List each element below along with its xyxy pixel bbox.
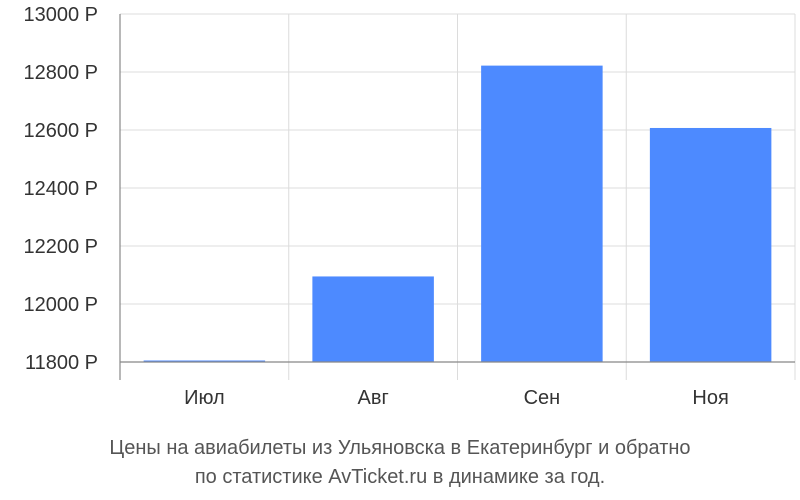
y-tick-label: 13000 Р xyxy=(23,4,98,26)
gridlines xyxy=(120,13,796,380)
y-tick-label: 12600 Р xyxy=(23,120,98,142)
x-tick-label: Июл xyxy=(184,387,225,409)
bars xyxy=(143,65,772,363)
bar-Сен xyxy=(481,65,603,363)
chart-caption-line-2: по статистике AvTicket.ru в динамике за … xyxy=(195,466,605,488)
chart-caption-line-1: Цены на авиабилеты из Ульяновска в Екате… xyxy=(109,437,690,459)
axes xyxy=(119,14,795,380)
x-axis-ticks: Июл Авг Сен Ноя xyxy=(184,387,729,409)
x-tick-label: Сен xyxy=(524,387,561,409)
x-tick-label: Ноя xyxy=(692,387,728,409)
bar-Июл xyxy=(143,360,266,362)
y-tick-label: 12800 Р xyxy=(23,62,98,84)
y-tick-label: 11800 Р xyxy=(25,352,98,374)
bar-Авг xyxy=(312,276,434,362)
bar-Ноя xyxy=(649,127,772,362)
y-tick-label: 12400 Р xyxy=(23,178,98,200)
x-tick-label: Авг xyxy=(357,387,388,409)
y-tick-label: 12000 Р xyxy=(23,294,98,316)
y-tick-label: 12200 Р xyxy=(23,236,98,258)
y-axis-ticks: 11800 Р 12000 Р 12200 Р 12400 Р 12600 Р 12800… xyxy=(23,4,98,374)
